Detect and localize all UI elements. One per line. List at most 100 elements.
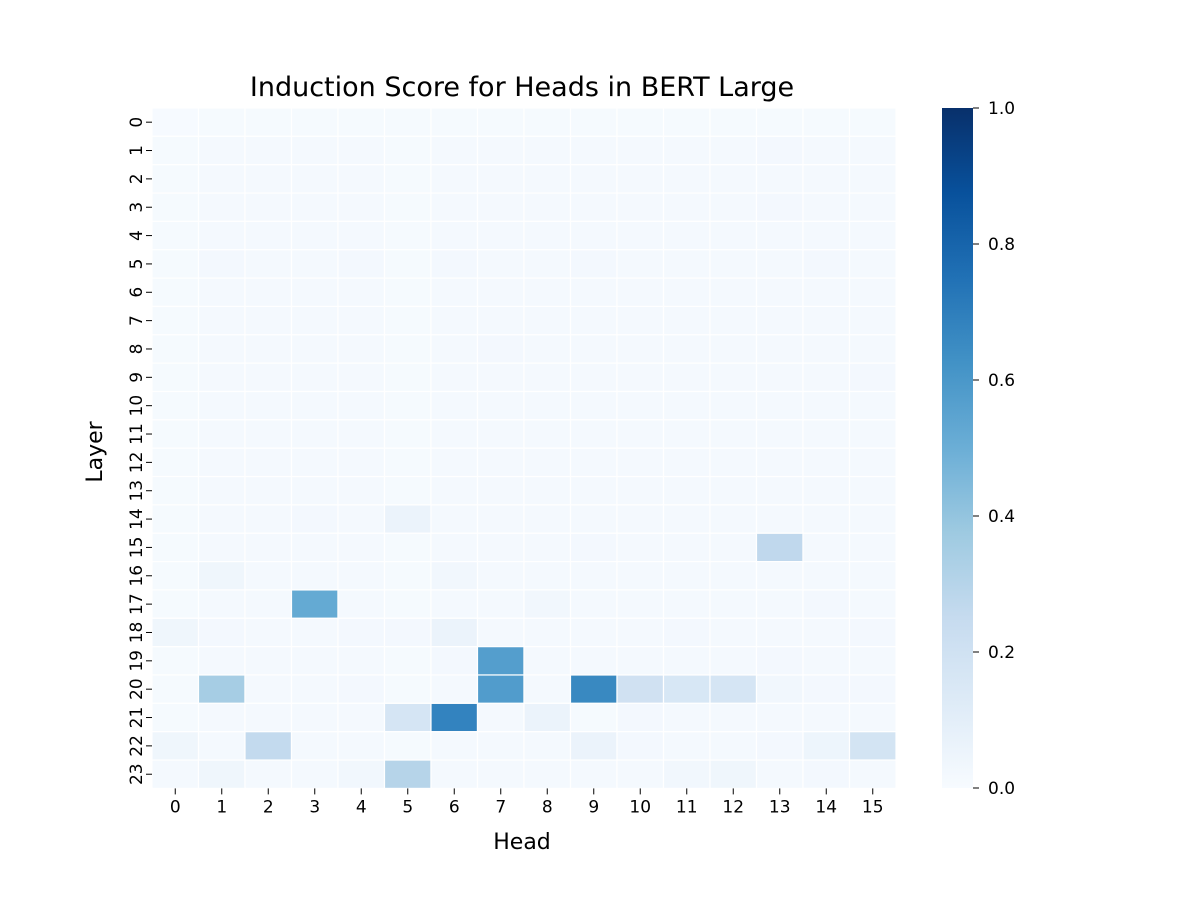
heatmap-cell	[616, 249, 665, 279]
y-tick-label: 18	[127, 622, 147, 644]
heatmap-cell	[755, 475, 804, 506]
heatmap-cell	[151, 759, 200, 789]
heatmap-cell	[848, 674, 897, 704]
heatmap-cell	[197, 192, 246, 223]
heatmap-cell	[802, 277, 851, 308]
heatmap-cell	[802, 475, 851, 506]
heatmap-cell	[476, 560, 525, 591]
heatmap-cell	[244, 334, 293, 364]
heatmap-cell	[569, 277, 618, 308]
heatmap-cell	[383, 759, 432, 789]
heatmap-cell	[244, 192, 293, 223]
heatmap-cell	[802, 617, 851, 648]
heatmap-cell	[755, 674, 804, 704]
y-tick-label: 15	[127, 537, 147, 559]
heatmap-cell	[197, 334, 246, 364]
colorbar-tick-label: 0.8	[988, 235, 1015, 255]
heatmap-cell	[848, 447, 897, 478]
x-axis-title: Head	[493, 830, 551, 855]
x-tick-label: 1	[216, 797, 227, 817]
heatmap-cell	[662, 277, 711, 308]
heatmap-cell	[848, 135, 897, 166]
heatmap-cell	[244, 220, 293, 251]
heatmap-cell	[290, 617, 339, 648]
heatmap-cell	[616, 390, 665, 421]
heatmap-cell	[523, 419, 572, 449]
heatmap-cell	[616, 419, 665, 449]
heatmap-cell	[337, 617, 386, 648]
heatmap-cell	[523, 504, 572, 534]
heatmap-cell	[383, 305, 432, 336]
heatmap-cell	[290, 589, 339, 619]
heatmap-cell	[290, 504, 339, 534]
heatmap-cell	[662, 731, 711, 761]
heatmap-cell	[337, 504, 386, 534]
colorbar-tick-label: 0.6	[988, 371, 1015, 391]
heatmap-cell	[244, 277, 293, 308]
heatmap-cell	[802, 362, 851, 393]
heatmap-cell	[244, 759, 293, 789]
y-tick-label: 5	[127, 259, 147, 270]
heatmap-cell	[709, 560, 758, 591]
heatmap-cell	[430, 560, 479, 591]
heatmap-cell	[244, 532, 293, 563]
y-axis-title: Layer	[83, 420, 108, 482]
colorbar-tick-label: 0.0	[988, 779, 1015, 799]
heatmap-cell	[709, 617, 758, 648]
x-tick-label: 8	[542, 797, 553, 817]
heatmap-cell	[709, 419, 758, 449]
y-tick-label: 9	[127, 372, 147, 383]
heatmap-cell	[151, 305, 200, 336]
heatmap-cell	[662, 702, 711, 733]
heatmap-cell	[802, 249, 851, 279]
heatmap-cell	[848, 390, 897, 421]
heatmap-cell	[244, 447, 293, 478]
heatmap-cell	[755, 759, 804, 789]
heatmap-cell	[662, 504, 711, 534]
heatmap-cell	[337, 390, 386, 421]
heatmap-cell	[383, 135, 432, 166]
heatmap-cell	[197, 560, 246, 591]
x-tick-label: 4	[356, 797, 367, 817]
heatmap-cell	[197, 447, 246, 478]
heatmap-cell	[755, 702, 804, 733]
heatmap-cell	[197, 759, 246, 789]
heatmap-cell	[848, 617, 897, 648]
y-tick-label: 13	[127, 480, 147, 502]
colorbar-tick-label: 0.2	[988, 643, 1015, 663]
heatmap-cell	[523, 560, 572, 591]
heatmap-cell	[476, 249, 525, 279]
heatmap-cell	[337, 277, 386, 308]
heatmap-cell	[523, 107, 572, 137]
heatmap-cell	[755, 305, 804, 336]
heatmap-cell	[151, 504, 200, 534]
y-tick-label: 12	[127, 452, 147, 474]
heatmap-cell	[523, 192, 572, 223]
heatmap-cell	[290, 475, 339, 506]
heatmap-cell	[476, 475, 525, 506]
heatmap-cell	[709, 702, 758, 733]
heatmap-cell	[569, 617, 618, 648]
heatmap-cell	[709, 674, 758, 704]
x-tick-label: 0	[170, 797, 181, 817]
heatmap-cell	[244, 107, 293, 137]
heatmap-cell	[662, 589, 711, 619]
heatmap-cell	[197, 135, 246, 166]
heatmap-cell	[151, 589, 200, 619]
heatmap-cell	[523, 702, 572, 733]
heatmap-cell	[848, 702, 897, 733]
heatmap-cell	[569, 220, 618, 251]
heatmap-cell	[662, 617, 711, 648]
heatmap-cell	[337, 589, 386, 619]
heatmap-cell	[151, 107, 200, 137]
x-tick-label: 15	[862, 797, 884, 817]
heatmap-cell	[709, 220, 758, 251]
heatmap-cell	[383, 617, 432, 648]
heatmap-cell	[616, 617, 665, 648]
heatmap-cell	[755, 589, 804, 619]
heatmap-cell	[755, 532, 804, 563]
heatmap-cell	[709, 759, 758, 789]
heatmap-cell	[290, 192, 339, 223]
heatmap-cell	[569, 560, 618, 591]
heatmap-cell	[523, 532, 572, 563]
